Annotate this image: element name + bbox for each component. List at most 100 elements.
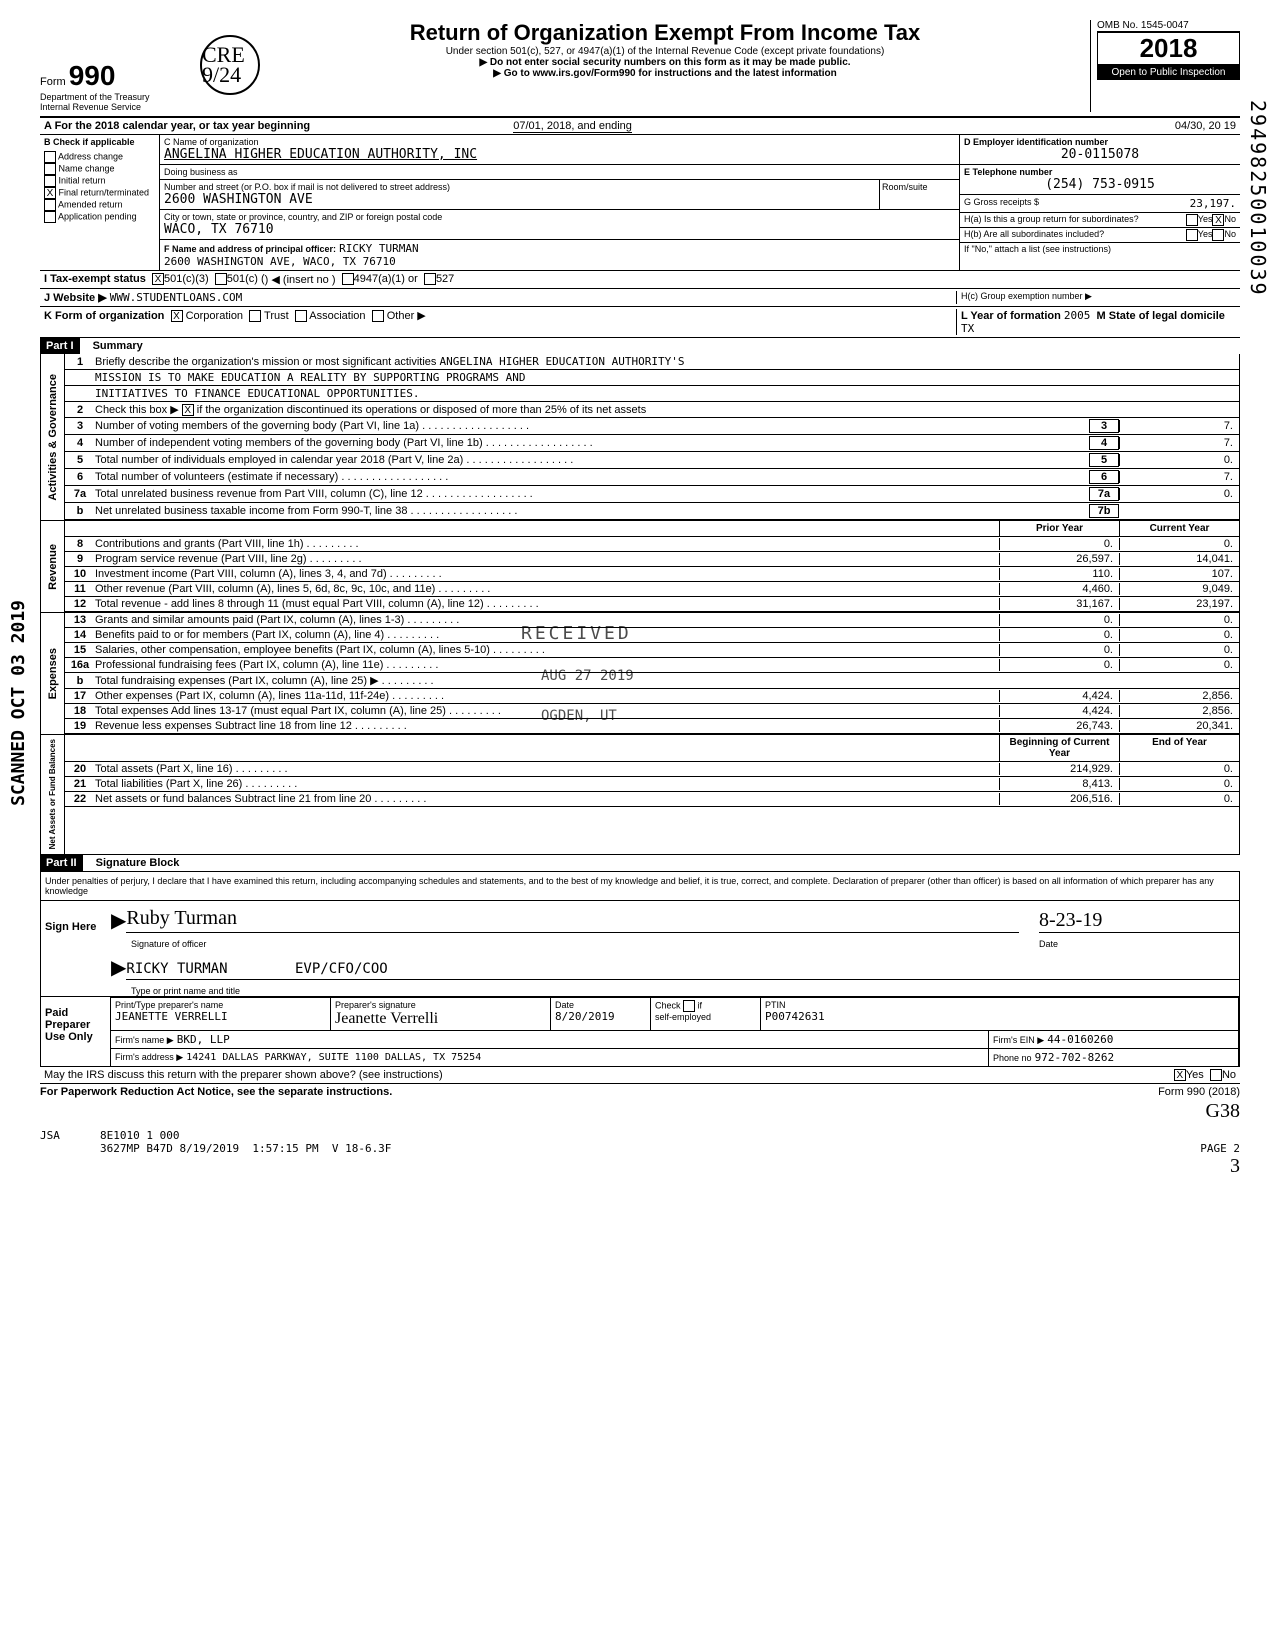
sign-here-label: Sign Here [41,901,111,996]
chk-initial[interactable] [44,175,56,187]
line-num: 11 [65,583,95,595]
hb-label: H(b) Are all subordinates included? [964,229,1186,241]
chk-501c3[interactable]: X [152,273,164,285]
subtitle-2: ▶ Do not enter social security numbers o… [250,57,1080,68]
current-value: 0. [1119,644,1239,656]
officer-signature: Ruby Turman [126,907,1019,933]
year-formed: 2005 [1064,309,1091,322]
firm-addr: 14241 DALLAS PARKWAY, SUITE 1100 DALLAS,… [186,1052,481,1063]
m-label: M State of legal domicile [1097,310,1225,322]
type-print-label: Type or print name and title [111,986,1239,996]
line-text: Number of voting members of the governin… [95,420,1089,432]
prep-name-label: Print/Type preparer's name [115,1000,326,1010]
section-b-label: B Check if applicable [44,137,135,147]
chk-4947[interactable] [342,273,354,285]
data-line: 13 Grants and similar amounts paid (Part… [65,613,1239,628]
chk-amended[interactable] [44,199,56,211]
hb-yes[interactable] [1186,229,1198,241]
state-value: TX [961,322,974,335]
footer-time: 1:57:15 PM [252,1142,318,1155]
chk-self-employed[interactable] [683,1000,695,1012]
opt-addr-change: Address change [58,151,123,161]
scanned-stamp: SCANNED OCT 03 2019 [8,600,29,806]
line-value: 0. [1119,488,1239,500]
mission-line-1: ANGELINA HIGHER EDUCATION AUTHORITY'S [439,355,684,368]
ogden-stamp: OGDEN, UT [541,708,617,724]
line-num: 17 [65,690,95,702]
current-value: 2,856. [1119,690,1239,702]
chk-assoc[interactable] [295,310,307,322]
form-prefix: Form [40,76,66,88]
gov-line: 7a Total unrelated business revenue from… [65,486,1239,503]
ha-yes[interactable] [1186,214,1198,226]
data-line: 20 Total assets (Part X, line 16) . . . … [65,762,1239,777]
mission-line-3: INITIATIVES TO FINANCE EDUCATIONAL OPPOR… [95,387,1239,400]
line-num: 16a [65,659,95,671]
chk-final[interactable]: X [44,187,56,199]
discuss-yes-chk[interactable]: X [1174,1069,1186,1081]
data-line: 14 Benefits paid to or for members (Part… [65,628,1239,643]
begin-year-hdr: Beginning of Current Year [999,735,1119,761]
section-a-label: A For the 2018 calendar year, or tax yea… [44,120,310,132]
line-text: Net unrelated business taxable income fr… [95,505,1089,517]
ha-no[interactable]: X [1212,214,1224,226]
chk-527[interactable] [424,273,436,285]
firm-name: BKD, LLP [177,1033,230,1046]
gov-line: b Net unrelated business taxable income … [65,503,1239,520]
netassets-section: Net Assets or Fund Balances Beginning of… [40,735,1240,854]
gov-line: 4 Number of independent voting members o… [65,435,1239,452]
officer-addr: 2600 WASHINGTON AVE, WACO, TX 76710 [164,255,955,268]
line-text: Number of independent voting members of … [95,437,1089,449]
sign-here-block: Sign Here ▶ Ruby Turman 8-23-19 Signatur… [40,901,1240,997]
line-text: Total assets (Part X, line 16) . . . . .… [95,763,999,775]
line-num: 19 [65,720,95,732]
opt-final: Final return/terminated [59,187,150,197]
line-num: 12 [65,598,95,610]
line-2-checkbox[interactable]: X [182,404,194,416]
line-num: 20 [65,763,95,775]
data-line: 19 Revenue less expenses Subtract line 1… [65,719,1239,734]
line-text: Contributions and grants (Part VIII, lin… [95,538,999,550]
sig-officer-label: Signature of officer [111,939,1039,949]
line-num: 4 [65,437,95,449]
hb-no[interactable] [1212,229,1224,241]
h-note: If "No," attach a list (see instructions… [960,243,1240,255]
line-num: 7a [65,488,95,500]
line-text: Investment income (Part VIII, column (A)… [95,568,999,580]
line-num: 3 [65,420,95,432]
chk-app-pending[interactable] [44,211,56,223]
opt-corp: Corporation [186,310,243,322]
governance-vert-label: Activities & Governance [45,370,61,505]
mission-label: Briefly describe the organization's miss… [95,356,436,368]
subtitle-3: ▶ Go to www.irs.gov/Form990 for instruct… [250,68,1080,79]
line-2-num: 2 [65,404,95,416]
self-emp-label: self-employed [655,1012,711,1022]
line-value: 7. [1119,437,1239,449]
chk-addr-change[interactable] [44,151,56,163]
line-box: 7a [1089,487,1119,501]
chk-501c[interactable] [215,273,227,285]
period-end: 04/30, 20 19 [1060,118,1240,134]
data-line: 11 Other revenue (Part VIII, column (A),… [65,582,1239,597]
line-value: 7. [1119,471,1239,483]
paperwork-notice: For Paperwork Reduction Act Notice, see … [40,1086,1158,1098]
prior-value: 26,743. [999,720,1119,732]
prior-value: 110. [999,568,1119,580]
footer-row-3: 3627MP B47D 8/19/2019 1:57:15 PM V 18-6.… [40,1142,1240,1155]
phone-value: (254) 753-0915 [964,177,1236,192]
k-label: K Form of organization [44,310,164,322]
chk-name-change[interactable] [44,163,56,175]
c-label: C Name of organization [164,137,955,147]
current-value: 23,197. [1119,598,1239,610]
prior-value: 0. [999,614,1119,626]
prior-value: 8,413. [999,778,1119,790]
chk-trust[interactable] [249,310,261,322]
chk-other[interactable] [372,310,384,322]
discuss-no-chk[interactable] [1210,1069,1222,1081]
revenue-vert-label: Revenue [45,540,61,594]
chk-corp[interactable]: X [171,310,183,322]
opt-4947: 4947(a)(1) or [354,273,418,286]
current-value: 0. [1119,538,1239,550]
discuss-row: May the IRS discuss this return with the… [40,1067,1240,1084]
expenses-section: Expenses 13 Grants and similar amounts p… [40,613,1240,735]
